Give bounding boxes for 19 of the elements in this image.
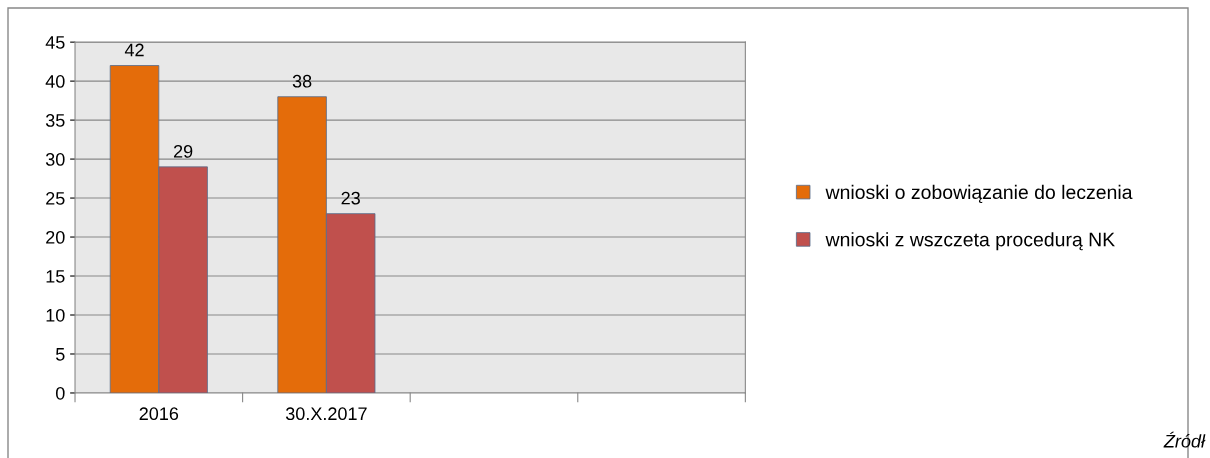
legend-label: wnioski o zobowiązanie do leczenia: [825, 184, 1133, 203]
data-label: 29: [173, 144, 193, 158]
y-tick-label: 0: [55, 386, 65, 400]
y-tick-label: 5: [55, 348, 65, 361]
y-tick-label: 35: [45, 114, 65, 127]
y-tick-label: 45: [45, 36, 65, 49]
x-tick-label: 30.X.2017: [285, 407, 367, 421]
y-tick-label: 30: [45, 153, 65, 166]
y-tick-label: 10: [46, 308, 65, 322]
text: Źródł: [1163, 431, 1206, 448]
data-label: 42: [124, 43, 144, 57]
y-tick-label: 25: [46, 191, 65, 205]
data-label: 38: [292, 74, 312, 88]
y-tick-label: 40: [45, 75, 65, 88]
data-label: 23: [341, 191, 360, 205]
y-tick-label: 20: [46, 230, 65, 244]
legend-label: wnioski z wszczeta procedurą NK: [825, 232, 1115, 251]
x-tick-label: 2016: [139, 407, 179, 421]
y-tick-label: 15: [46, 270, 65, 283]
